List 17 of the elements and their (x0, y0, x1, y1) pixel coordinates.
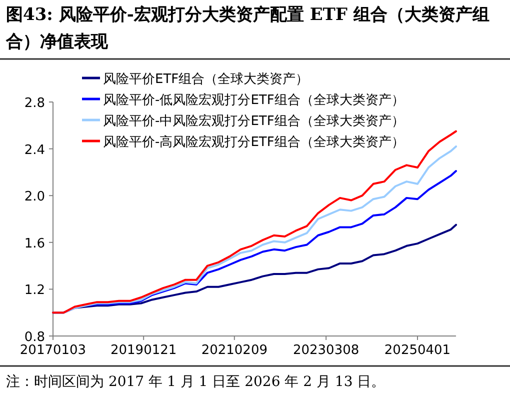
x-tick-label: 20230308 (292, 343, 360, 358)
x-tick-label: 20190121 (110, 343, 177, 358)
legend-label: 风险平价-中风险宏观打分ETF组合（全球大类资产） (103, 113, 404, 129)
x-tick-label: 20250401 (384, 343, 451, 358)
text: 注：时间区间为 2017 年 1 月 1 日至 2026 年 2 月 13 日。 (6, 374, 386, 390)
x-tick-label: 20170103 (20, 343, 86, 358)
y-tick-label: 2.0 (24, 190, 45, 205)
chart-title: 图43: 风险平价-宏观打分大类资产配置 ETF 组合（大类资产组合）净值表现 (6, 4, 490, 54)
y-tick-label: 0.8 (24, 330, 45, 345)
x-tick-label: 20210209 (201, 343, 268, 358)
y-tick-label: 1.2 (24, 283, 45, 298)
y-tick-label: 2.8 (24, 96, 45, 111)
legend-label: 风险平价-低风险宏观打分ETF组合（全球大类资产） (103, 92, 404, 108)
y-tick-label: 2.4 (24, 142, 45, 158)
legend-label: 风险平价-高风险宏观打分ETF组合（全球大类资产） (103, 134, 404, 150)
y-tick-label: 1.6 (24, 236, 45, 252)
legend-label: 风险平价ETF组合（全球大类资产） (103, 72, 309, 87)
